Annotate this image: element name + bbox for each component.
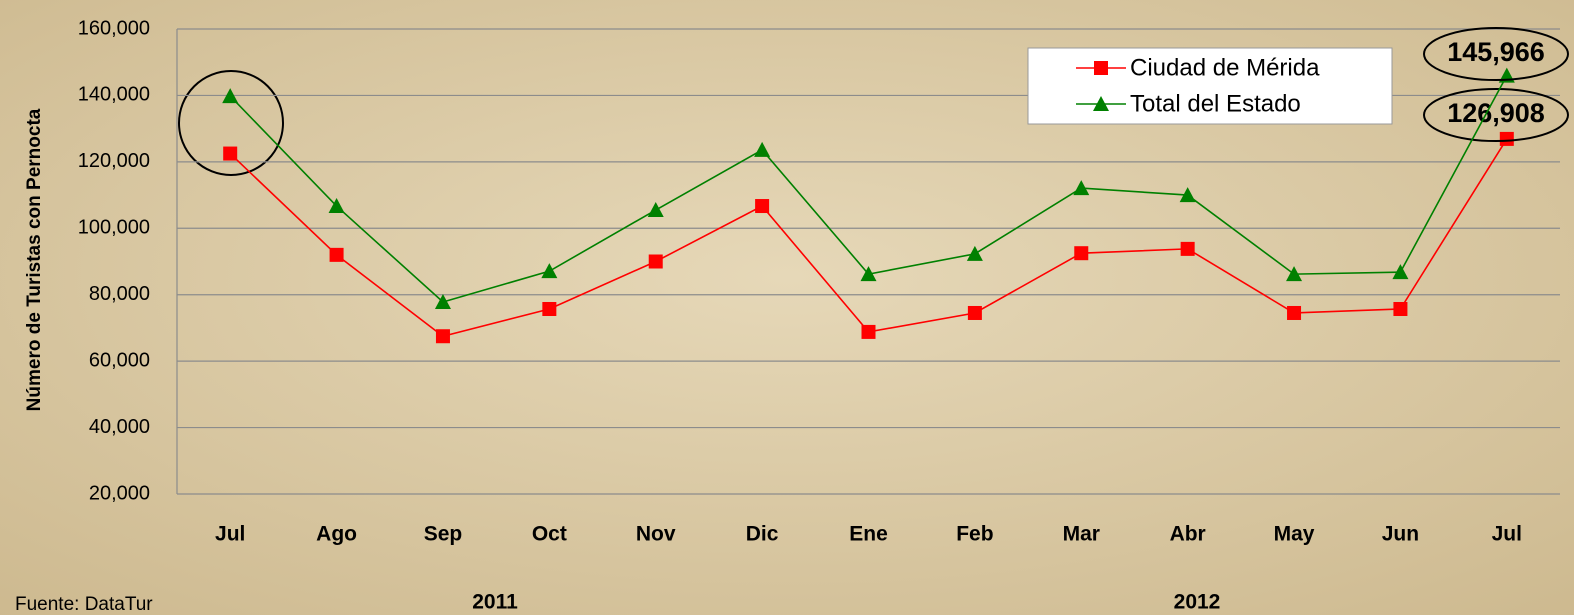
- x-tick-label: Nov: [636, 523, 676, 546]
- x-tick-label: Feb: [956, 523, 993, 546]
- marker: [1074, 246, 1088, 260]
- marker: [1181, 242, 1195, 256]
- marker: [223, 147, 237, 161]
- y-tick-label: 140,000: [78, 84, 150, 106]
- y-tick-label: 80,000: [89, 283, 150, 305]
- marker: [968, 306, 982, 320]
- chart: Número de Turistas con Pernocta Fuente: …: [0, 0, 1574, 615]
- value-label: 145,966: [1447, 37, 1545, 67]
- y-tick-label: 120,000: [78, 150, 150, 172]
- x-tick-label: Ene: [849, 523, 888, 546]
- y-tick-label: 20,000: [89, 482, 150, 504]
- y-tick-label: 160,000: [78, 17, 150, 39]
- x-tick-label: Mar: [1063, 523, 1100, 546]
- marker: [1393, 302, 1407, 316]
- y-tick-label: 60,000: [89, 349, 150, 371]
- x-tick-label: Jun: [1382, 523, 1419, 546]
- x-tick-label: Jul: [1492, 523, 1522, 546]
- marker: [542, 302, 556, 316]
- x-tick-label: Ago: [316, 523, 357, 546]
- value-label: 126,908: [1447, 98, 1545, 128]
- legend-marker: [1094, 61, 1108, 75]
- marker: [330, 248, 344, 262]
- marker: [1287, 306, 1301, 320]
- x-tick-label: Sep: [424, 523, 463, 546]
- marker: [1500, 132, 1514, 146]
- x-tick-label: Jul: [215, 523, 245, 546]
- y-tick-label: 100,000: [78, 217, 150, 239]
- source: Fuente: DataTur: [15, 594, 153, 615]
- marker: [755, 199, 769, 213]
- x-tick-label: Oct: [532, 523, 567, 546]
- year-label: 2011: [472, 591, 518, 614]
- marker: [862, 325, 876, 339]
- year-label: 2012: [1174, 591, 1221, 614]
- x-tick-label: Dic: [746, 523, 779, 546]
- marker: [436, 329, 450, 343]
- page: {"chart_data": {"type": "line", "y_label…: [0, 0, 1574, 615]
- x-tick-label: Abr: [1170, 523, 1206, 546]
- marker: [649, 255, 663, 269]
- y-axis-label: Número de Turistas con Pernocta: [24, 108, 45, 411]
- x-tick-label: May: [1274, 523, 1315, 546]
- y-tick-label: 40,000: [89, 416, 150, 438]
- legend-label: Total del Estado: [1130, 90, 1301, 117]
- legend-label: Ciudad de Mérida: [1130, 54, 1320, 81]
